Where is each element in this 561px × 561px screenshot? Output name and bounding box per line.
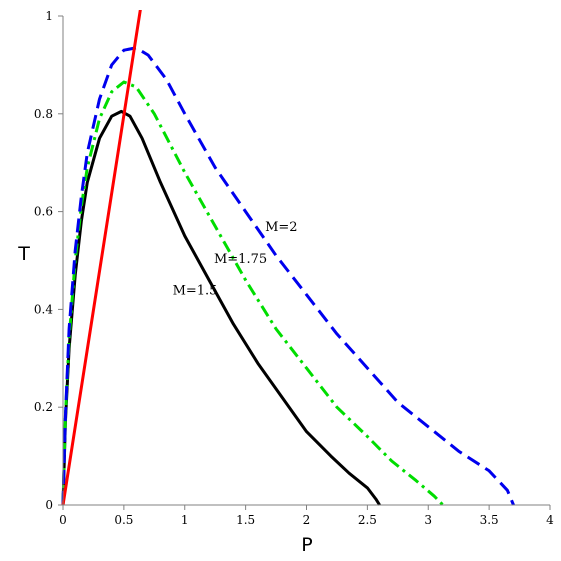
annotation-layer: M=1.5 M=1.75 M=2 [173,220,298,299]
series-layer [61,10,515,507]
series-line-3 [61,10,142,506]
series-annotation: M=1.75 [214,252,267,267]
x-tick-label: 1 [181,513,189,527]
y-tick-label: 0.4 [34,302,53,316]
y-tick-label: 0.8 [34,107,53,121]
series-line-0 [61,109,381,506]
y-axis-title: T [17,243,30,265]
x-tick-label: 0 [59,513,67,527]
series-annotation: M=1.5 [173,284,218,299]
axes-layer: 0 0.5 1 1.5 2 2.5 3 3.5 4 0 0.2 0.4 0.6 0.8 1 [34,9,554,527]
series-annotation: M=2 [265,220,297,235]
x-tick-label: 0.5 [114,513,133,527]
x-tick-label: 1.5 [236,513,255,527]
x-tick-label: 3.5 [480,513,499,527]
y-tick-label: 1 [45,9,53,23]
y-tick-label: 0 [45,498,53,512]
x-tick-label: 2 [303,513,311,527]
y-tick-label: 0.2 [34,400,53,414]
x-tick-label: 3 [424,513,432,527]
x-axis-title: P [301,534,312,556]
x-tick-label: 2.5 [358,513,377,527]
y-tick-label: 0.6 [34,205,53,219]
series-line-2 [61,46,515,506]
x-tick-label: 4 [546,513,554,527]
series-line-1 [61,80,444,507]
